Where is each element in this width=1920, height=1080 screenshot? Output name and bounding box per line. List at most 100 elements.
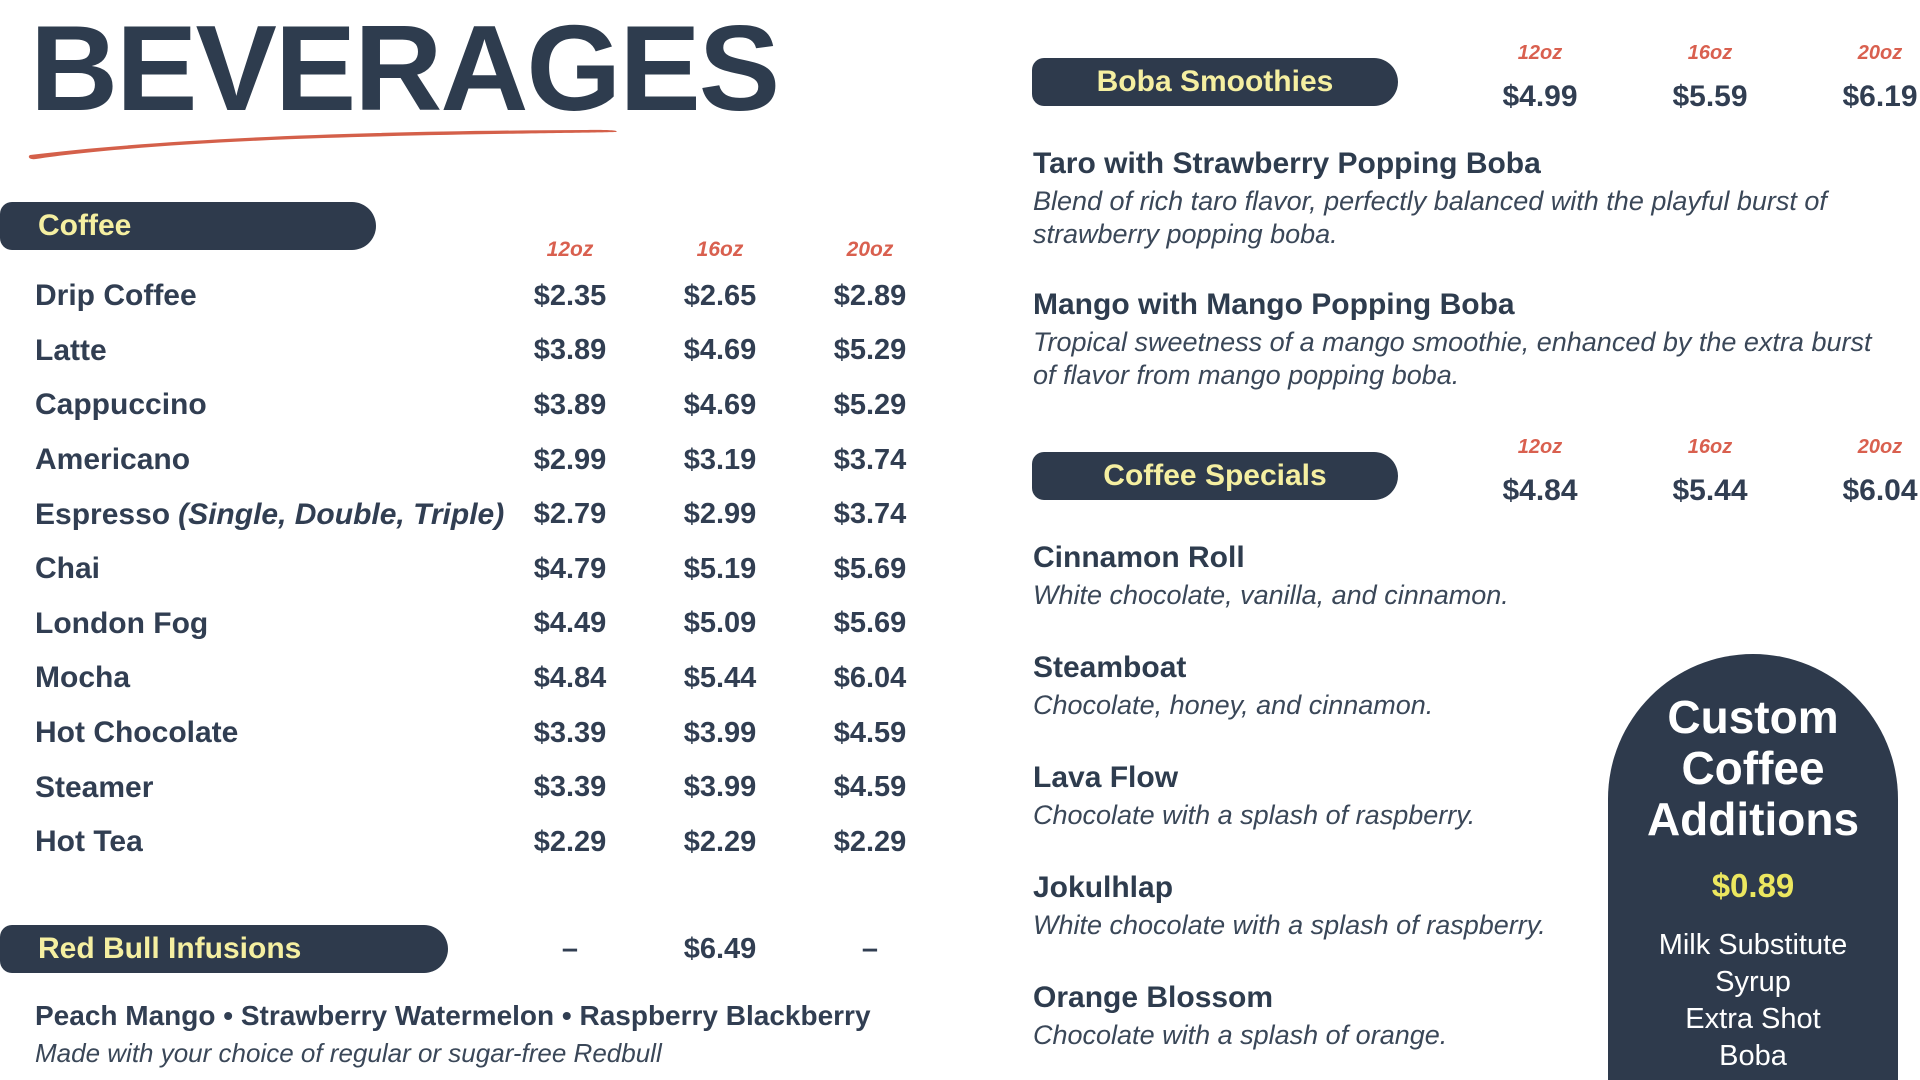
boba-section-label: Boba Smoothies (1096, 65, 1334, 98)
price-20oz: $3.74 (833, 498, 907, 531)
price-20oz: $5.29 (833, 388, 907, 421)
item-name: Chai (0, 552, 495, 586)
boba-size-header-row: 12oz 16oz 20oz (1455, 42, 1920, 65)
menu-item-description: White chocolate, vanilla, and cinnamon. (1033, 580, 1509, 610)
price-20oz: $6.04 (833, 661, 907, 694)
additions-items: Milk Substitute Syrup Extra Shot Boba (1608, 927, 1898, 1075)
price-20oz: – (861, 932, 879, 965)
price-16oz: $5.44 (1672, 474, 1748, 507)
menu-item-description: Tropical sweetness of a mango smoothie, … (1033, 327, 1872, 390)
price-12oz: – (561, 932, 579, 965)
coffee-section-badge: Coffee (0, 202, 376, 250)
size-header: 16oz (696, 238, 744, 261)
price-20oz: $2.29 (833, 825, 907, 858)
item-name-text: Hot Tea (35, 825, 143, 859)
menu-item-description: Blend of rich taro flavor, perfectly bal… (1033, 186, 1827, 249)
red-bull-section-label: Red Bull Infusions (38, 932, 302, 965)
price-12oz: $4.84 (533, 661, 607, 694)
additions-title-line: Custom (1667, 691, 1839, 743)
price-16oz: $3.19 (683, 443, 757, 476)
size-header: 20oz (846, 238, 894, 261)
menu-item-name: Steamboat (1033, 651, 1187, 684)
additions-price: $0.89 (1711, 867, 1795, 904)
price-20oz: $6.19 (1842, 80, 1918, 113)
price-16oz: $3.99 (683, 771, 757, 804)
price-16oz: $6.49 (683, 932, 757, 965)
price-16oz: $4.69 (683, 388, 757, 421)
boba-items: Taro with Strawberry Popping Boba Blend … (1033, 146, 1883, 392)
coffee-table: Drip Coffee $2.35 $2.65 $2.89 Latte $3.8… (0, 269, 945, 870)
size-header: 12oz (1517, 42, 1563, 64)
price-12oz: $3.89 (533, 388, 607, 421)
red-bull-flavors: Peach Mango • Strawberry Watermelon • Ra… (35, 1000, 871, 1031)
price-12oz: $3.89 (533, 334, 607, 367)
size-header: 16oz (1687, 436, 1733, 458)
item-name-text: Latte (35, 333, 107, 367)
item-name-text: Steamer (35, 770, 154, 804)
red-bull-price-row: – $6.49 – (0, 925, 945, 973)
item-name: Espresso (Single, Double, Triple) (0, 498, 504, 532)
price-12oz: $2.35 (533, 279, 607, 312)
menu-item-name: Mango with Mango Popping Boba (1033, 288, 1515, 321)
table-row: Steamer $3.39 $3.99 $4.59 (0, 760, 945, 815)
spacer (0, 925, 495, 973)
red-bull-section-badge: Red Bull Infusions (0, 925, 448, 973)
price-16oz: $2.29 (683, 825, 757, 858)
page-title: BEVERAGES (30, 0, 780, 136)
specials-price-row: $4.84 $5.44 $6.04 (1455, 474, 1920, 508)
table-row: Hot Chocolate $3.39 $3.99 $4.59 (0, 706, 945, 761)
additions-item: Boba (1719, 1040, 1787, 1072)
menu-item-name: Cinnamon Roll (1033, 541, 1245, 574)
price-12oz: $4.79 (533, 552, 607, 585)
item-name: Hot Tea (0, 825, 495, 859)
additions-item: Extra Shot (1685, 1003, 1821, 1035)
table-row: Espresso (Single, Double, Triple) $2.79 $… (0, 487, 945, 542)
price-16oz: $4.69 (683, 334, 757, 367)
menu-item: Steamboat Chocolate, honey, and cinnamon… (1033, 650, 1883, 722)
menu-item: Taro with Strawberry Popping Boba Blend … (1033, 146, 1883, 251)
price-20oz: $6.04 (1842, 474, 1918, 507)
item-name: Latte (0, 334, 495, 368)
price-16oz: $5.09 (683, 607, 757, 640)
menu-item-name: Orange Blossom (1033, 981, 1274, 1014)
item-name: Hot Chocolate (0, 716, 495, 750)
menu-item-name: Jokulhlap (1033, 871, 1174, 904)
specials-size-header-row: 12oz 16oz 20oz (1455, 436, 1920, 459)
item-name: London Fog (0, 607, 495, 641)
price-20oz: $5.69 (833, 552, 907, 585)
item-name-text: Drip Coffee (35, 279, 197, 313)
coffee-section-label: Coffee (38, 209, 132, 242)
menu-item: Orange Blossom Chocolate with a splash o… (1033, 980, 1883, 1052)
brush-underline-decoration (28, 129, 617, 160)
menu-item: Mango with Mango Popping Boba Tropical s… (1033, 287, 1883, 392)
table-row: Mocha $4.84 $5.44 $6.04 (0, 651, 945, 706)
menu-item-description: Chocolate with a splash of orange. (1033, 1020, 1448, 1050)
table-row: Hot Tea $2.29 $2.29 $2.29 (0, 815, 945, 870)
price-12oz: $2.79 (533, 498, 607, 531)
item-name-text: Hot Chocolate (35, 716, 239, 750)
price-12oz: $2.99 (533, 443, 607, 476)
menu-item: Lava Flow Chocolate with a splash of ras… (1033, 760, 1883, 832)
additions-title-line: Additions (1646, 793, 1860, 845)
price-12oz: $2.29 (533, 825, 607, 858)
specials-items: Cinnamon Roll White chocolate, vanilla, … (1033, 540, 1883, 1052)
item-name-text: Mocha (35, 661, 131, 695)
item-name-text: Cappuccino (35, 388, 207, 422)
menu-item-name: Taro with Strawberry Popping Boba (1033, 147, 1541, 180)
menu-item-description: White chocolate with a splash of raspber… (1033, 910, 1546, 940)
menu-item-description: Chocolate, honey, and cinnamon. (1033, 690, 1434, 720)
table-row: Chai $4.79 $5.19 $5.69 (0, 542, 945, 597)
price-12oz: $3.39 (533, 771, 607, 804)
table-row: Cappuccino $3.89 $4.69 $5.29 (0, 378, 945, 433)
right-column: Boba Smoothies 12oz 16oz 20oz $4.99 $5.5… (1032, 0, 1920, 1080)
item-name-text: Americano (35, 443, 191, 477)
size-header: 20oz (1857, 436, 1903, 458)
item-name: Steamer (0, 771, 495, 805)
price-16oz: $3.99 (683, 716, 757, 749)
size-header: 16oz (1687, 42, 1733, 64)
size-header: 12oz (546, 238, 594, 261)
item-name: Drip Coffee (0, 279, 495, 313)
price-12oz: $4.99 (1502, 80, 1578, 113)
item-name: Mocha (0, 661, 495, 695)
